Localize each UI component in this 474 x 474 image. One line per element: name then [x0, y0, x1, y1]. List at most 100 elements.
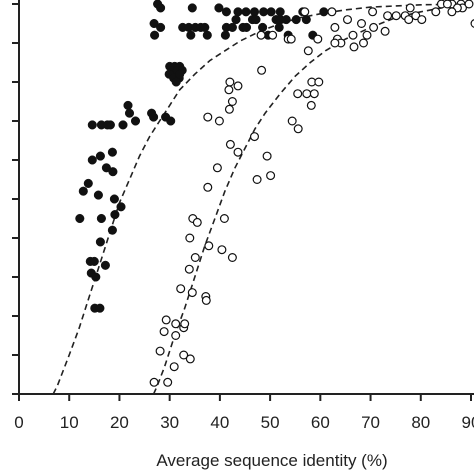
filled-point: [275, 7, 285, 17]
open-point: [349, 42, 359, 52]
filled-point: [75, 213, 85, 224]
filled-point: [87, 155, 97, 165]
filled-point: [95, 237, 105, 247]
filled-point: [220, 30, 230, 40]
filled-point: [166, 116, 176, 126]
open-point: [470, 19, 474, 28]
filled-point: [123, 100, 133, 110]
filled-point: [108, 167, 118, 177]
open-point: [161, 315, 171, 325]
open-point: [417, 15, 427, 25]
x-tick-label: 0: [14, 413, 23, 432]
open-point: [212, 163, 222, 173]
filled-point: [149, 112, 159, 122]
x-tick-label: 60: [311, 413, 330, 432]
filled-point: [171, 77, 181, 87]
open-point: [262, 151, 272, 161]
filled-point: [89, 256, 99, 266]
filled-point: [258, 22, 268, 32]
filled-point: [100, 260, 110, 270]
filled-point: [116, 202, 126, 212]
y-axis-ticks: [12, 3, 19, 395]
open-point: [330, 38, 340, 48]
open-point: [302, 89, 312, 99]
filled-point: [150, 30, 160, 40]
filled-point: [156, 22, 166, 32]
open-point: [233, 81, 243, 91]
open-point: [293, 124, 303, 134]
open-point: [149, 377, 159, 387]
filled-point: [156, 3, 166, 13]
filled-point: [107, 225, 117, 235]
filled-point: [227, 22, 237, 32]
open-point: [256, 30, 266, 40]
filled-point: [118, 120, 128, 130]
filled-point: [200, 22, 210, 32]
filled-point: [231, 15, 241, 25]
open-point: [214, 116, 224, 126]
x-tick-label: 70: [361, 413, 380, 432]
x-axis-title: Average sequence identity (%): [156, 451, 387, 470]
data-points: [75, 0, 474, 387]
open-point: [233, 147, 243, 157]
open-point: [405, 3, 415, 13]
filled-point: [241, 22, 252, 32]
filled-point: [233, 7, 243, 17]
open-point: [330, 22, 340, 32]
open-point: [171, 331, 181, 341]
open-point: [217, 245, 227, 255]
filled-point: [87, 120, 97, 130]
open-point: [224, 104, 234, 114]
filled-point: [124, 108, 135, 118]
filled-point: [301, 15, 311, 25]
filled-point: [110, 210, 120, 220]
open-point: [227, 253, 237, 263]
open-point: [359, 38, 369, 48]
open-point: [252, 175, 262, 185]
open-point: [179, 350, 189, 360]
open-point: [192, 217, 202, 227]
open-point: [225, 139, 235, 149]
open-point: [287, 116, 297, 126]
open-point: [163, 377, 173, 387]
open-point: [306, 100, 316, 110]
x-tick-label: 30: [160, 413, 179, 432]
filled-point: [95, 303, 105, 313]
filled-point: [249, 7, 260, 17]
fit-curves: [52, 3, 472, 395]
x-tick-label: 90: [462, 413, 474, 432]
open-point: [187, 288, 197, 298]
open-point: [190, 253, 200, 263]
open-point: [286, 34, 296, 44]
open-point: [357, 19, 367, 29]
open-point: [309, 89, 319, 99]
open-point: [404, 15, 414, 25]
filled-point: [214, 3, 224, 13]
open-point: [348, 30, 358, 40]
open-point: [159, 327, 169, 337]
open-point: [369, 22, 379, 32]
filled-point: [187, 3, 197, 13]
filled-point: [78, 186, 88, 196]
filled-point: [251, 15, 261, 25]
filled-point: [291, 15, 301, 25]
filled-point: [130, 116, 141, 126]
filled-point: [274, 22, 284, 32]
fit-curve-1: [52, 3, 472, 395]
filled-point: [83, 178, 93, 188]
open-point: [203, 182, 213, 192]
x-tick-label: 80: [411, 413, 430, 432]
filled-point: [281, 15, 291, 25]
x-axis-ticks: 0 10 20 30 40 50 60 70 80 90: [14, 394, 474, 432]
open-point: [224, 85, 234, 95]
filled-point: [202, 30, 212, 40]
filled-point: [93, 190, 103, 200]
open-point: [185, 354, 195, 364]
filled-point: [95, 151, 105, 161]
axes: 0 10 20 30 40 50 60 70 80 90: [12, 0, 474, 432]
open-point: [180, 319, 190, 329]
open-point: [171, 319, 181, 329]
open-point: [225, 77, 235, 87]
filled-point: [241, 7, 251, 17]
